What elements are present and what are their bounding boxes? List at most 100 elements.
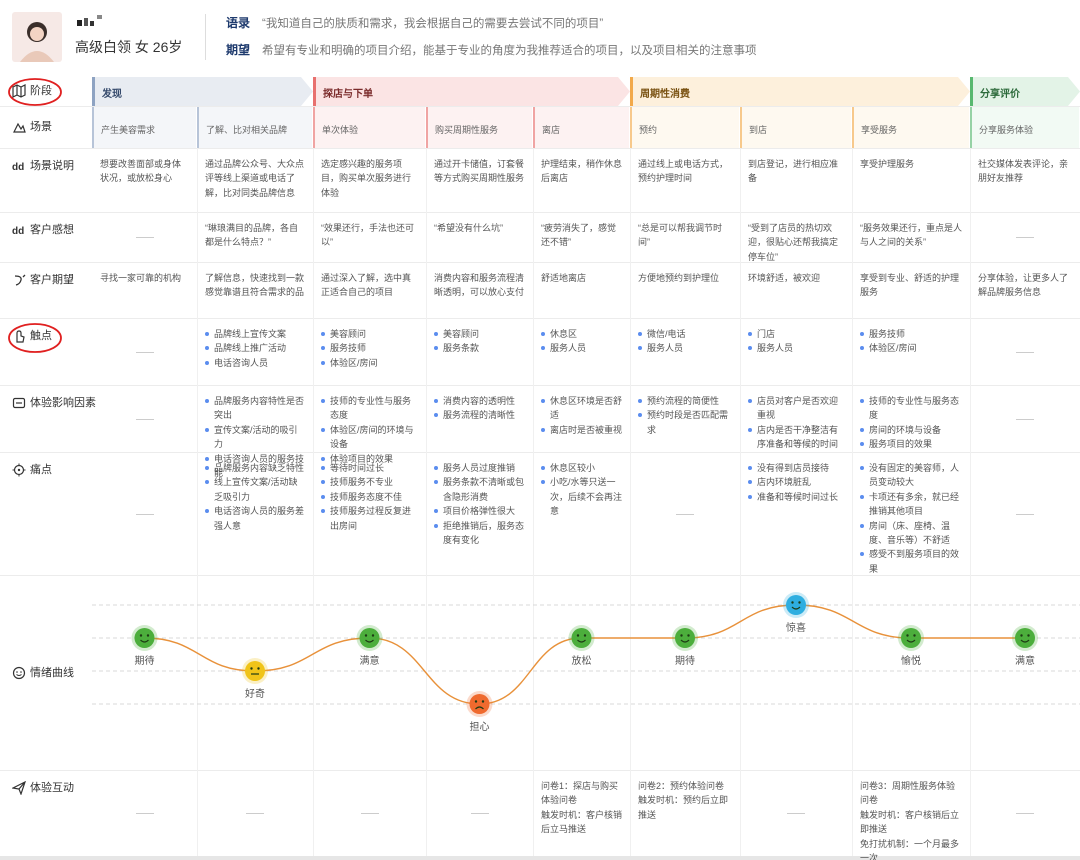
- empty-dash: [1016, 237, 1034, 238]
- cell: 技师的专业性与服务态度 体验区/房间的环境与设备 体验项目的效果: [313, 385, 426, 470]
- bullet-item: 服务人员: [638, 341, 732, 355]
- row-label: 场景: [30, 121, 52, 133]
- scene-accent: [313, 107, 315, 148]
- quote-text: “我知道自己的肤质和需求，我会根据自己的需要去尝试不同的项目”: [262, 18, 604, 30]
- bullet-item: 美容顾问: [321, 327, 418, 341]
- face-eye: [913, 634, 916, 637]
- emotion-point: [359, 628, 380, 648]
- empty-dash: [360, 813, 379, 814]
- avatar-image: [20, 22, 54, 62]
- cell: 店员对客户是否欢迎重视 店内是否干净整洁有序准备和等候的时间: [740, 385, 852, 456]
- bullet-item: 体验项目的效果: [321, 452, 418, 466]
- column-separator: [630, 148, 631, 856]
- cell-text: 舒适地离店: [541, 273, 587, 283]
- profile-description: 高级白领 女 26岁: [75, 39, 183, 55]
- bullet-item: 技师的专业性与服务态度: [860, 394, 962, 423]
- cell: 技师的专业性与服务态度 房间的环境与设备 服务项目的效果: [852, 385, 970, 456]
- bullet-item: 等待时间过长: [321, 461, 418, 475]
- row-label: 场景说明: [30, 160, 74, 172]
- face-eye: [257, 667, 260, 670]
- row-separator: [0, 148, 1080, 149]
- scene-cell: 分享服务体验: [970, 107, 1079, 148]
- row-separator: [0, 385, 1080, 386]
- cell-text: 分享体验，让更多人了解品牌服务信息: [978, 273, 1069, 298]
- face-eye: [481, 700, 485, 703]
- cell: 预约流程的简便性 预约时段是否匹配需求: [630, 385, 740, 441]
- row-icon: [12, 781, 26, 795]
- stage-bar: [92, 77, 95, 106]
- bullet-item: 微信/电话: [638, 327, 732, 341]
- emotion-point: [901, 628, 921, 648]
- scene-accent: [197, 107, 199, 148]
- interaction-line: 问卷3：周期性服务体验问卷: [860, 781, 956, 806]
- row-label: 客户期望: [30, 274, 74, 286]
- column-separator: [533, 148, 534, 856]
- face-mouth: [475, 706, 484, 710]
- bullet-item: 品牌服务内容缺乏特性: [205, 461, 305, 475]
- bullet-item: 体验区/房间: [860, 341, 962, 355]
- face-eye: [364, 634, 368, 637]
- face-eye: [906, 634, 909, 637]
- row-separator: [0, 770, 1080, 771]
- column-separator: [313, 148, 314, 856]
- cell: 品牌服务内容缺乏特性 线上宣传文案/活动缺乏吸引力 电话咨询人员的服务差强人意: [197, 452, 313, 537]
- cell-text: 到店登记，进行相应准备: [748, 159, 839, 184]
- expect-text: 希望有专业和明确的项目介绍，能基于专业的角度为我推荐适合的项目，以及项目相关的注…: [262, 45, 757, 57]
- cell-text: “疲劳消失了，感觉还不错”: [541, 223, 616, 248]
- bullet-item: 没有固定的美容师，人员变动较大: [860, 461, 962, 490]
- scene-accent: [852, 107, 854, 148]
- emotion-label: 满意: [1015, 654, 1035, 667]
- bullet-item: 项目价格弹性很大: [434, 504, 525, 518]
- cell-text: 环境舒适，被欢迎: [748, 273, 821, 283]
- row-label: 痛点: [30, 464, 52, 476]
- scene-cell: 购买周期性服务: [426, 107, 532, 148]
- face-eye: [687, 634, 690, 637]
- empty-dash: [135, 237, 154, 238]
- face-eye: [474, 700, 478, 703]
- row-label: 体验互动: [30, 782, 74, 794]
- emotion-point: [571, 628, 592, 648]
- cell: 美容顾问 服务条款: [426, 318, 533, 360]
- row-separator: [0, 212, 1080, 213]
- cell: 消费内容的透明性 服务流程的清晰性: [426, 385, 533, 427]
- scene-cell: 单次体验: [313, 107, 425, 148]
- emotion-label: 担心: [470, 721, 490, 733]
- bullet-item: 休息区较小: [541, 461, 622, 475]
- face-mouth: [577, 639, 586, 643]
- divider: [205, 14, 206, 60]
- scene-accent: [426, 107, 428, 148]
- cell: 没有得到店员接待 店内环境脏乱 准备和等候时间过长: [740, 452, 852, 508]
- empty-dash: [135, 418, 154, 420]
- scene-cell: 预约: [630, 107, 739, 148]
- bullet-item: 品牌线上宣传文案: [205, 327, 305, 341]
- avatar: [12, 12, 62, 62]
- empty-dash: [1016, 813, 1034, 814]
- cell: 等待时间过长 技师服务不专业 技师服务态度不佳 技师服务过程反复进出房间: [313, 452, 426, 537]
- scene-name: 购买周期性服务: [435, 125, 499, 135]
- bullet-item: 技师的专业性与服务态度: [321, 394, 418, 423]
- cell-text: 通过品牌公众号、大众点评等线上渠道或电话了解，比对同类品牌信息: [205, 159, 305, 198]
- cell: 品牌线上宣传文案 品牌线上推广活动 电话咨询人员: [197, 318, 313, 374]
- cell-text: 通过开卡储值，订套餐等方式购买周期性服务: [434, 159, 525, 184]
- face-mouth: [365, 639, 374, 643]
- face-eye: [250, 667, 253, 670]
- cell: 休息区环境是否舒适 离店时是否被重视: [533, 385, 630, 441]
- face-eye: [139, 634, 143, 637]
- empty-dash: [135, 351, 154, 353]
- face-mouth: [1020, 639, 1030, 643]
- scene-name: 了解、比对相关品牌: [206, 125, 288, 135]
- row-label: 体验影响因素: [30, 397, 96, 409]
- face-eye: [1020, 634, 1023, 637]
- cell-text: 想要改善面部或身体状况，或放松身心: [100, 159, 182, 184]
- bullet-item: 宣传文案/活动的吸引力: [205, 423, 305, 452]
- row-separator: [0, 575, 1080, 576]
- scene-accent: [92, 107, 94, 148]
- row-icon: [12, 666, 26, 680]
- bullet-item: 店内环境脏乱: [748, 475, 844, 489]
- scene-accent: [630, 107, 632, 148]
- row-icon: [12, 84, 26, 98]
- cell: 服务技师 体验区/房间: [852, 318, 970, 360]
- bullet-item: 门店: [748, 327, 844, 341]
- bullet-item: 服务技师: [860, 327, 962, 341]
- interaction-line: 问卷2：预约体验问卷: [638, 781, 725, 791]
